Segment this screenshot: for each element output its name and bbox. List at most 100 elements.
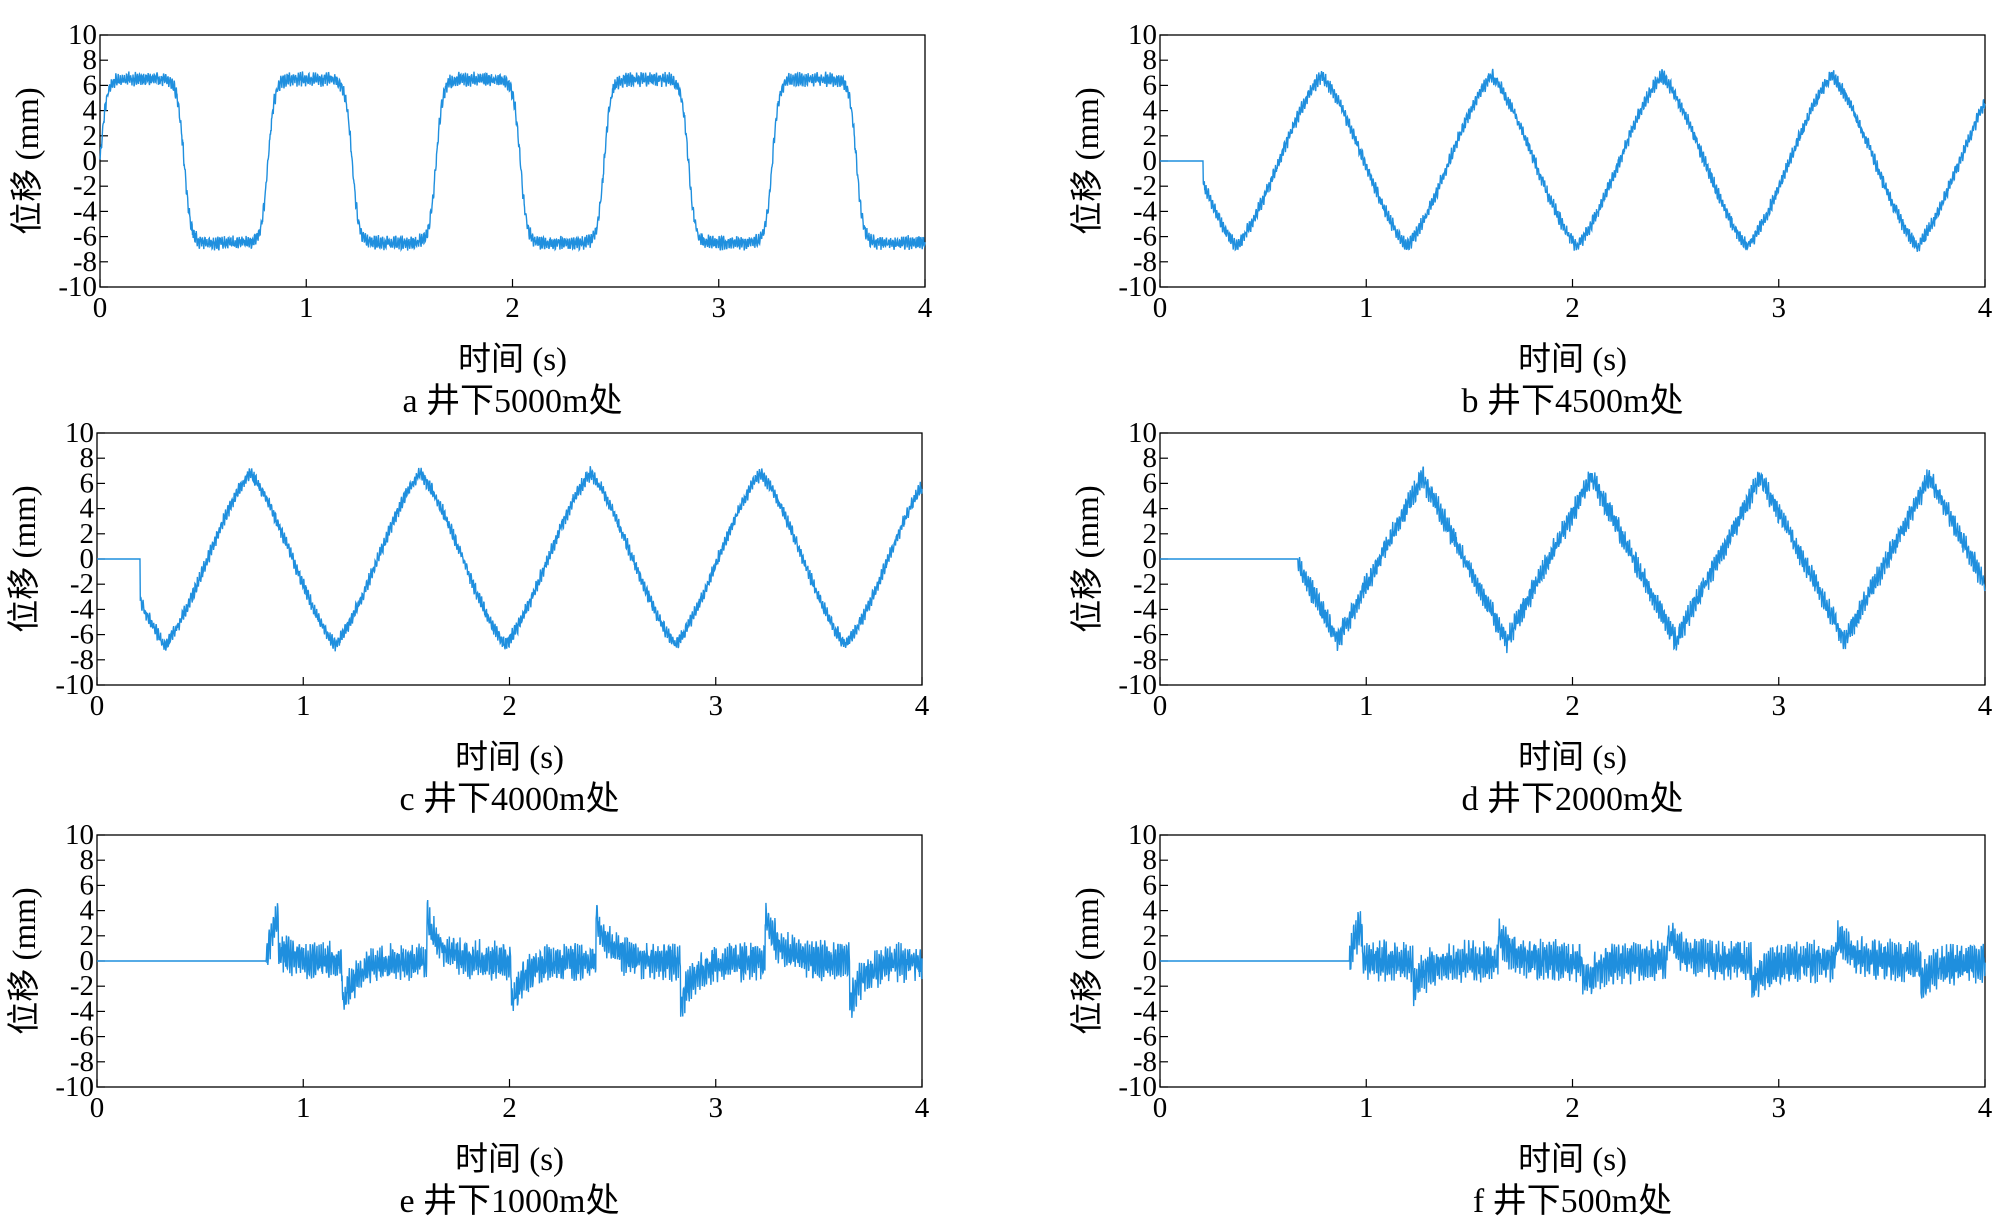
y-tick-label: -8 [1133,1046,1157,1078]
x-axis-label: 时间 (s) [458,342,567,378]
y-tick-label: -6 [73,221,97,253]
subplot-caption: c 井下4000m处 [399,780,619,818]
x-tick-label: 2 [1565,1092,1580,1124]
y-tick-label: -2 [73,170,97,202]
x-tick-label: 4 [1978,292,1993,324]
x-tick-label: 0 [90,1092,105,1124]
y-tick-label: 2 [1143,120,1158,152]
x-tick-label: 0 [1153,1092,1168,1124]
x-tick-label: 1 [299,292,314,324]
y-tick-label: -10 [55,669,94,701]
y-tick-label: 6 [1143,69,1158,101]
y-tick-label: -2 [70,970,94,1002]
plot-frame [1159,34,1986,288]
y-tick-label: 0 [1143,543,1158,575]
y-tick-label: 8 [80,844,95,876]
y-tick-label: -10 [1118,1071,1157,1103]
y-tick-label: 2 [83,120,98,152]
x-tick-label: 4 [1978,1092,1993,1124]
subplot-caption: f 井下500m处 [1473,1182,1672,1220]
y-tick-label: -8 [70,644,94,676]
y-tick-label: -6 [70,1021,94,1053]
y-tick-label: -4 [1133,195,1158,227]
y-tick-label: 6 [83,69,98,101]
y-axis-label: 位移 (mm) [1069,485,1106,633]
y-tick-label: -8 [1133,246,1157,278]
y-tick-label: 2 [1143,920,1158,952]
y-tick-label: 0 [1143,145,1158,177]
x-tick-label: 0 [90,690,105,722]
y-tick-label: 8 [1143,442,1158,474]
y-tick-label: 10 [1128,19,1157,51]
y-tick-label: -10 [55,1071,94,1103]
x-tick-label: 3 [1772,690,1787,722]
y-tick-label: 10 [65,819,94,851]
y-tick-label: 0 [83,145,98,177]
series-line [99,71,926,253]
y-axis-label: 位移 (mm) [1069,887,1106,1035]
y-tick-label: 10 [65,417,94,449]
x-axis-label: 时间 (s) [455,1142,564,1178]
x-tick-label: 2 [1565,690,1580,722]
y-tick-label: -10 [58,271,97,303]
y-tick-label: 0 [80,543,95,575]
y-tick-label: 6 [80,467,95,499]
x-tick-label: 3 [709,690,724,722]
x-tick-label: 1 [1359,690,1374,722]
y-tick-label: -2 [1133,170,1157,202]
y-tick-label: 4 [83,95,98,127]
y-tick-label: 10 [1128,819,1157,851]
y-tick-label: 10 [1128,417,1157,449]
subplot-caption: b 井下4500m处 [1462,382,1684,420]
x-tick-label: 3 [1772,292,1787,324]
x-tick-label: 0 [1153,292,1168,324]
y-tick-label: 6 [1143,869,1158,901]
y-axis-label: 位移 (mm) [1069,87,1106,235]
x-tick-label: 4 [918,292,933,324]
series-line [1160,911,1986,1007]
x-tick-label: 2 [502,1092,517,1124]
y-tick-label: 8 [83,44,98,76]
y-tick-label: 8 [1143,44,1158,76]
y-tick-label: -8 [73,246,97,278]
x-tick-label: 3 [1772,1092,1787,1124]
y-axis-label: 位移 (mm) [6,485,43,633]
y-axis-label: 位移 (mm) [9,87,46,235]
y-tick-label: -6 [1133,619,1157,651]
series-line [97,899,923,1018]
y-tick-label: 8 [80,442,95,474]
y-tick-label: 6 [1143,467,1158,499]
y-tick-label: -4 [70,995,95,1027]
y-tick-label: -8 [70,1046,94,1078]
x-tick-label: 4 [915,1092,930,1124]
x-tick-label: 4 [1978,690,1993,722]
x-tick-label: 0 [93,292,108,324]
x-tick-label: 1 [296,1092,311,1124]
x-tick-label: 1 [296,690,311,722]
x-tick-label: 3 [712,292,727,324]
y-tick-label: -10 [1118,669,1157,701]
subplot-caption: a 井下5000m处 [402,382,622,420]
x-axis-label: 时间 (s) [1518,342,1627,378]
y-tick-label: 4 [1143,895,1158,927]
y-tick-label: -2 [70,568,94,600]
y-tick-label: -2 [1133,970,1157,1002]
x-axis-label: 时间 (s) [1518,1142,1627,1178]
plot-frame [99,34,926,288]
y-tick-label: 4 [1143,95,1158,127]
x-tick-label: 2 [505,292,520,324]
x-axis-label: 时间 (s) [455,740,564,776]
y-tick-label: 4 [80,493,95,525]
subplot-caption: e 井下1000m处 [399,1182,619,1220]
x-tick-label: 3 [709,1092,724,1124]
y-tick-label: 2 [80,920,95,952]
x-axis-label: 时间 (s) [1518,740,1627,776]
y-tick-label: -4 [1133,593,1158,625]
x-tick-label: 4 [915,690,930,722]
y-tick-label: 2 [80,518,95,550]
y-axis-label: 位移 (mm) [6,887,43,1035]
